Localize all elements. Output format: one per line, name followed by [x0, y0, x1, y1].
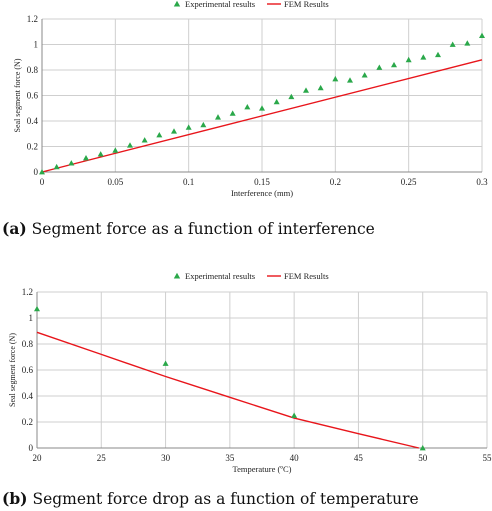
chart-b-legend-fem-label: FEM Results — [284, 271, 329, 281]
chart-b-y-axis-label: Seal segment force (N) — [8, 333, 17, 407]
chart-a-x-tick-label: 0.1 — [183, 177, 194, 187]
chart-b-x-tick-label: 20 — [33, 453, 43, 463]
chart-b-experimental-point — [34, 305, 40, 312]
chart-a-experimental-point — [68, 160, 75, 166]
chart-a-y-tick-label: 0.2 — [27, 142, 38, 152]
chart-a-experimental-point — [376, 64, 383, 70]
caption-a-text: Segment force as a function of interfere… — [31, 220, 375, 238]
chart-a-experimental-point — [405, 56, 412, 63]
chart-b-x-axis-label: Temperature (ºC) — [233, 464, 292, 474]
chart-a-experimental-point — [391, 61, 397, 68]
chart-b-y-tick-label: 0.2 — [22, 417, 33, 427]
chart-a-experimental-point — [449, 41, 456, 47]
chart-a-experimental-point — [332, 75, 339, 82]
chart-b-y-tick-label: 0.8 — [22, 339, 34, 349]
chart-a-experimental-point — [112, 147, 119, 153]
chart-b-y-tick-label: 1.2 — [22, 287, 33, 297]
chart-a-experimental-point — [420, 54, 427, 60]
chart-a-x-tick-label: 0.2 — [330, 177, 341, 187]
chart-a-experimental-point — [215, 114, 221, 120]
chart-b-y-tick-label: 1 — [29, 313, 34, 323]
chart-a-legend-triangle-icon — [173, 0, 181, 7]
chart-a-experimental-point — [347, 77, 353, 83]
caption-a-letter: (a) — [2, 219, 27, 238]
chart-a-x-tick-label: 0.25 — [401, 177, 417, 187]
chart-a-fem-line — [41, 59, 483, 173]
caption-b-letter: (b) — [2, 489, 28, 508]
chart-a-legend-fem-label: FEM Results — [284, 0, 329, 9]
chart-a-experimental-point — [303, 87, 309, 93]
chart-a-x-tick-label: 0.3 — [476, 177, 488, 187]
chart-b-legend-triangle-icon — [173, 272, 181, 279]
chart-panel-interference: 0 0.05 0.1 0.15 0.2 0.25 0.3 0 0.2 0.4 0.6 0.8 1 1.2 I… — [0, 0, 492, 250]
caption-b: (b) Segment force drop as a function of … — [2, 489, 419, 508]
chart-a-experimental-point — [39, 169, 45, 175]
chart-panel-temperature: 20 25 30 35 40 45 50 55 0 0.2 0.4 0.6 0.8 1 1.2 Tempera… — [0, 268, 492, 511]
chart-a-experimental-point — [171, 128, 177, 134]
chart-a-experimental-point — [464, 40, 471, 46]
chart-b-x-tick-label: 40 — [290, 453, 300, 463]
temperature-chart: 20 25 30 35 40 45 50 55 0 0.2 0.4 0.6 0.8 1 1.2 Tempera… — [8, 271, 492, 474]
chart-a-x-tick-label: 0.15 — [254, 177, 270, 187]
chart-b-x-tick-label: 30 — [161, 453, 171, 463]
caption-b-text: Segment force drop as a function of temp… — [32, 490, 419, 508]
chart-a-experimental-point — [479, 32, 485, 38]
chart-a-experimental-point — [156, 132, 163, 138]
chart-b-x-tick-label: 35 — [225, 453, 235, 463]
chart-b-x-tick-label: 50 — [418, 453, 428, 463]
chart-b-y-tick-label: 0 — [29, 443, 34, 453]
chart-a-x-tick-label: 0 — [40, 177, 45, 187]
chart-b-experimental-point — [419, 445, 426, 451]
interference-chart: 0 0.05 0.1 0.15 0.2 0.25 0.3 0 0.2 0.4 0.6 0.8 1 1.2 I… — [13, 0, 488, 198]
chart-a-experimental-point — [273, 98, 280, 105]
chart-a-experimental-point — [97, 151, 104, 157]
chart-a-x-axis-label: Interference (mm) — [231, 188, 293, 198]
chart-b-legend-experimental-label: Experimental results — [185, 271, 255, 281]
chart-a-y-tick-label: 1.2 — [27, 14, 38, 24]
chart-a-experimental-point — [244, 103, 251, 110]
chart-a-y-tick-label: 0.4 — [27, 116, 39, 126]
chart-a-experimental-point — [361, 72, 368, 78]
chart-a-experimental-point — [317, 84, 324, 91]
chart-b-x-tick-label: 45 — [354, 453, 364, 463]
chart-b-experimental-point — [162, 360, 169, 366]
chart-a-experimental-point — [435, 51, 441, 58]
chart-a-y-axis-label: Seal segment force (N) — [13, 58, 22, 132]
chart-a-experimental-point — [83, 154, 89, 161]
chart-a-experimental-point — [53, 163, 60, 170]
caption-a: (a) Segment force as a function of inter… — [2, 219, 375, 238]
chart-b-x-tick-label: 25 — [97, 453, 107, 463]
chart-a-experimental-point — [141, 137, 148, 143]
chart-a-experimental-point — [185, 124, 192, 130]
chart-a-experimental-point — [259, 105, 265, 111]
chart-b-experimental-point — [291, 412, 298, 418]
chart-b-y-tick-label: 0.6 — [22, 365, 34, 375]
chart-a-experimental-point — [288, 93, 295, 100]
chart-a-legend-experimental-label: Experimental results — [185, 0, 255, 9]
chart-a-experimental-point — [229, 110, 236, 116]
chart-a-y-tick-label: 0.8 — [27, 65, 39, 75]
chart-b-x-tick-label: 55 — [483, 453, 492, 463]
chart-a-y-tick-label: 0 — [34, 167, 39, 177]
chart-a-experimental-point — [200, 121, 207, 128]
chart-a-experimental-point — [127, 142, 133, 148]
chart-b-y-tick-label: 0.4 — [22, 391, 34, 401]
chart-a-y-tick-label: 1 — [34, 40, 39, 50]
chart-a-x-tick-label: 0.05 — [107, 177, 123, 187]
chart-b-fem-line — [36, 331, 420, 449]
chart-a-y-tick-label: 0.6 — [27, 91, 39, 101]
